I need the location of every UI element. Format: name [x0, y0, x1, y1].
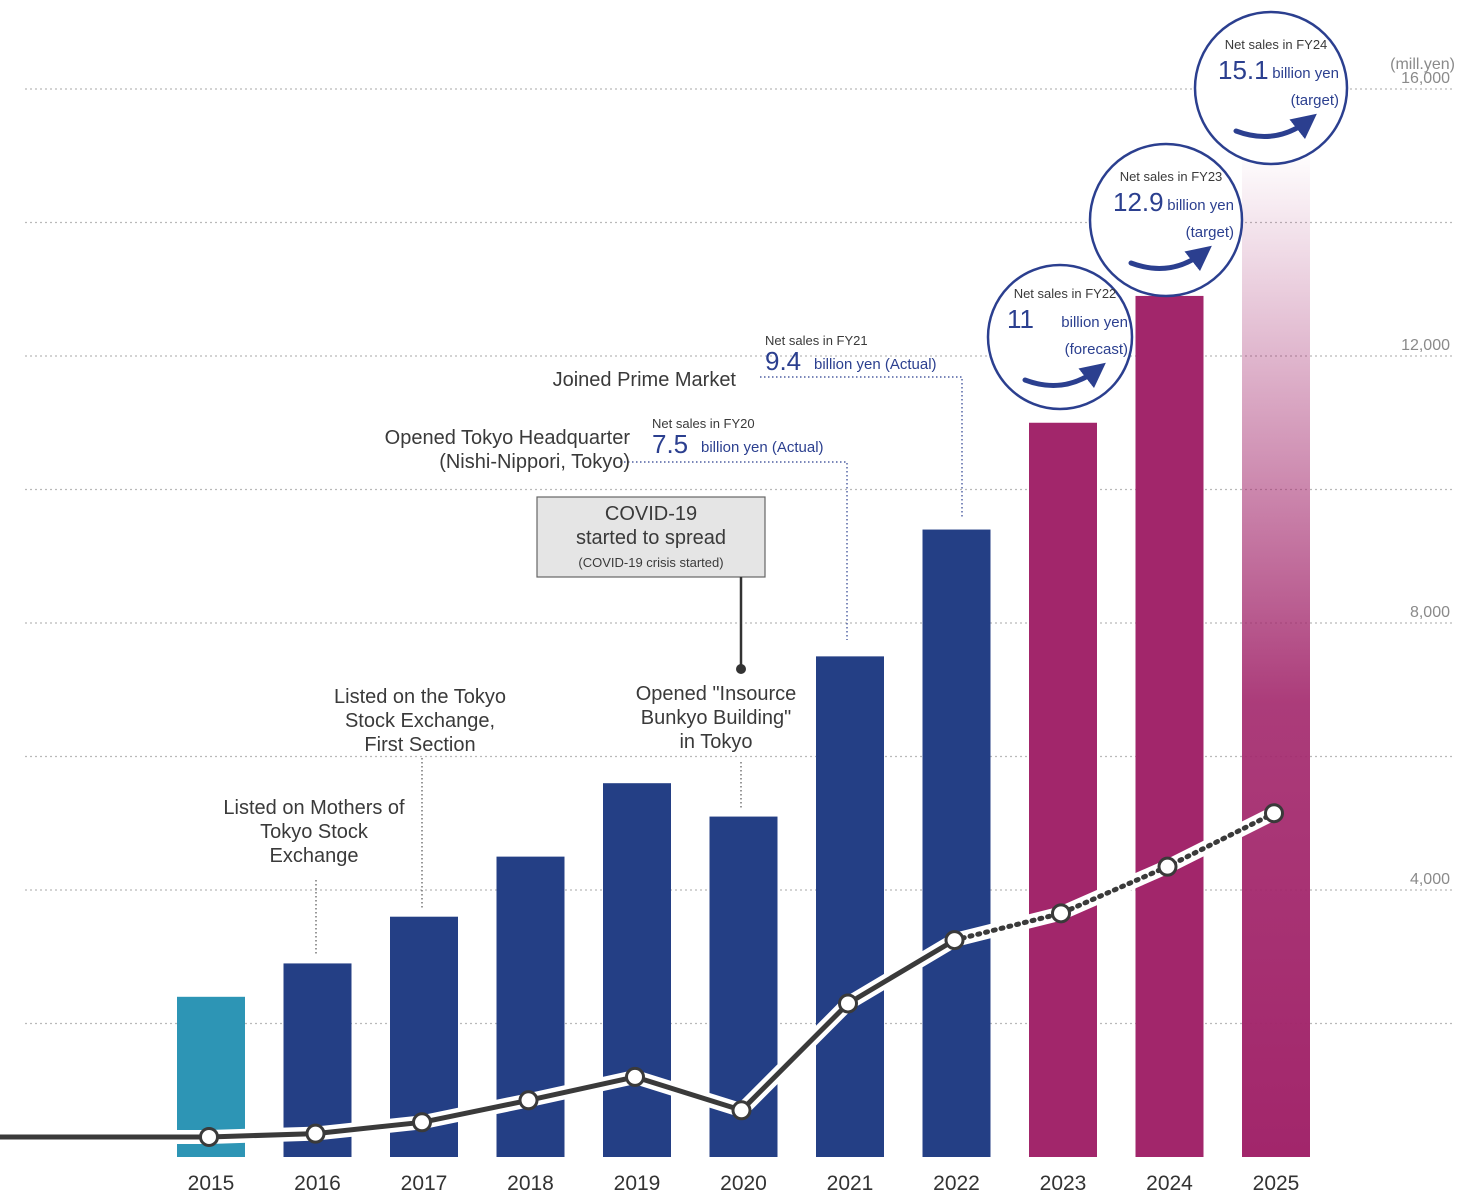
bubble-value: 12.9: [1113, 187, 1164, 217]
sales-suffix: billion yen (Actual): [701, 439, 824, 456]
sales-caption: Net sales in FY21: [765, 333, 868, 348]
y-tick-label: 8,000: [1410, 604, 1450, 621]
bubble-unit: billion yen: [1167, 197, 1234, 214]
bar-2024: [1135, 295, 1204, 1157]
x-tick-label: 2016: [294, 1172, 341, 1195]
bubble-note: (forecast): [1065, 341, 1128, 358]
annotation-text: Listed on the Tokyo: [334, 686, 506, 708]
annotation-text: Exchange: [270, 845, 359, 867]
line-point-2019: [625, 1066, 645, 1087]
annotation-text: Listed on Mothers of: [223, 797, 405, 819]
growth-arrow-icon: [1128, 245, 1212, 272]
covid-title: COVID-19: [605, 503, 697, 525]
bar-2019: [603, 783, 671, 1157]
unit-label: (mill.yen): [1390, 56, 1455, 73]
bubble-value: 15.1: [1218, 55, 1269, 85]
line-series-forecast: [952, 810, 1277, 943]
growth-arrow-icon: [1233, 113, 1317, 140]
leader-line: [760, 376, 963, 518]
line-point-2020: [731, 1100, 752, 1121]
annotation-text: Bunkyo Building": [641, 707, 792, 729]
bubble-note: (target): [1186, 224, 1234, 241]
sales-caption: Net sales in FY20: [652, 416, 755, 431]
x-tick-label: 2021: [827, 1172, 874, 1195]
bar-2025: [1242, 149, 1310, 1157]
sales-bubble: [1088, 142, 1244, 298]
y-tick-label: 4,000: [1410, 871, 1450, 888]
bubble-value: 11: [1007, 304, 1034, 334]
x-tick-label: 2019: [614, 1172, 661, 1195]
sales-value: 7.5: [652, 429, 688, 459]
y-tick-label: 12,000: [1401, 337, 1450, 354]
annotation-text: Opened Tokyo Headquarter: [385, 427, 631, 449]
annotation-text: Joined Prime Market: [553, 369, 737, 391]
x-tick-label: 2024: [1146, 1172, 1193, 1195]
line-point-2025: [1264, 803, 1284, 824]
annotation-text: (Nishi-Nippori, Tokyo): [439, 451, 630, 473]
line-point-2022: [944, 930, 965, 951]
bubble-unit: billion yen: [1272, 65, 1339, 82]
x-tick-label: 2015: [188, 1172, 235, 1195]
line-point-2021: [838, 993, 858, 1014]
x-tick-label: 2017: [401, 1172, 448, 1195]
annotation-text: in Tokyo: [679, 731, 752, 753]
x-tick-label: 2022: [933, 1172, 980, 1195]
line-point-2018: [518, 1090, 539, 1111]
bubble-unit: billion yen: [1061, 314, 1128, 331]
bar-2022: [922, 529, 991, 1157]
bubble-caption: Net sales in FY23: [1120, 169, 1223, 184]
x-tick-label: 2018: [507, 1172, 554, 1195]
x-tick-label: 2023: [1040, 1172, 1087, 1195]
growth-arrow-icon: [1022, 362, 1106, 389]
bar-2023: [1029, 422, 1097, 1157]
covid-connector-dot: [736, 664, 746, 674]
line-point-2016: [305, 1123, 326, 1144]
line-point-2015: [199, 1126, 219, 1147]
bubble-note: (target): [1291, 92, 1339, 109]
annotation-text: Opened "Insource: [636, 683, 797, 705]
annotation-text: First Section: [364, 734, 475, 756]
annotation-text: Stock Exchange,: [345, 710, 495, 732]
annotation-text: Tokyo Stock: [260, 821, 369, 843]
covid-box: [536, 496, 766, 578]
line-point-2017: [412, 1112, 432, 1133]
sales-suffix: billion yen (Actual): [814, 356, 937, 373]
line-point-2023: [1051, 903, 1071, 924]
bubble-caption: Net sales in FY22: [1014, 286, 1117, 301]
covid-subtitle: started to spread: [576, 527, 726, 549]
bubble-caption: Net sales in FY24: [1225, 37, 1328, 52]
x-tick-label: 2020: [720, 1172, 767, 1195]
line-point-2024: [1157, 856, 1178, 877]
bar-2021: [816, 656, 884, 1157]
sales-bubble: [1193, 10, 1349, 166]
covid-note: (COVID-19 crisis started): [578, 555, 723, 570]
y-tick-label: 16,000: [1401, 70, 1450, 87]
x-tick-label: 2025: [1253, 1172, 1300, 1195]
sales-value: 9.4: [765, 346, 801, 376]
